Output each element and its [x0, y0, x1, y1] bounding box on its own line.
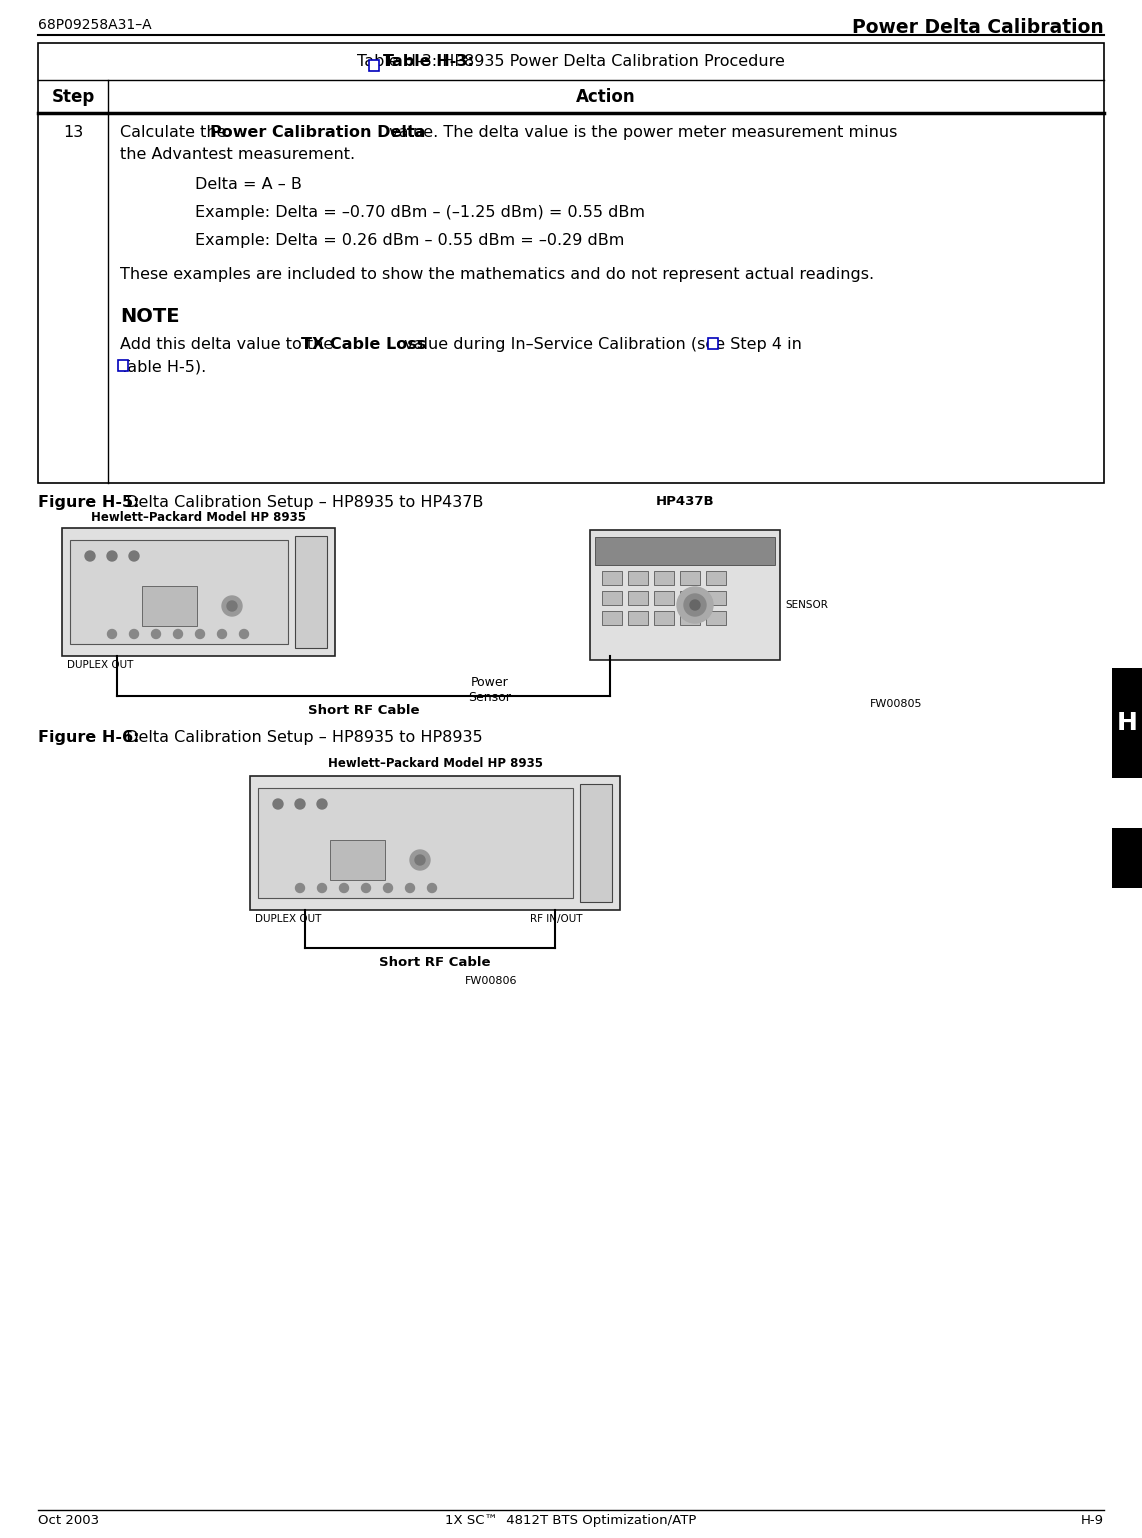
- Text: Power Calibration Delta: Power Calibration Delta: [210, 125, 426, 140]
- Bar: [708, 338, 718, 349]
- Bar: [330, 840, 385, 880]
- Circle shape: [415, 855, 425, 864]
- Text: RF IN/OUT: RF IN/OUT: [530, 914, 582, 924]
- Text: Oct 2003: Oct 2003: [38, 1513, 99, 1527]
- Text: Hewlett–Packard Model HP 8935: Hewlett–Packard Model HP 8935: [328, 757, 542, 771]
- Text: Example: Delta = –0.70 dBm – (–1.25 dBm) = 0.55 dBm: Example: Delta = –0.70 dBm – (–1.25 dBm)…: [195, 205, 645, 220]
- Circle shape: [677, 588, 713, 623]
- Bar: [118, 360, 128, 371]
- Text: DUPLEX OUT: DUPLEX OUT: [67, 660, 134, 671]
- Bar: [38, 43, 1104, 483]
- Text: 68P09258A31–A: 68P09258A31–A: [38, 18, 152, 32]
- Circle shape: [317, 883, 327, 892]
- Bar: [706, 591, 726, 604]
- Text: DUPLEX OUT: DUPLEX OUT: [255, 914, 321, 924]
- Circle shape: [152, 629, 161, 638]
- Circle shape: [296, 883, 305, 892]
- Text: FW00806: FW00806: [465, 977, 517, 986]
- Text: Delta Calibration Setup – HP8935 to HP437B: Delta Calibration Setup – HP8935 to HP43…: [121, 495, 483, 511]
- Text: H-9: H-9: [1081, 1513, 1104, 1527]
- Circle shape: [427, 883, 436, 892]
- Text: value during In–Service Calibration (see Step 4 in: value during In–Service Calibration (see…: [399, 337, 802, 352]
- Bar: [706, 611, 726, 624]
- Text: Short RF Cable: Short RF Cable: [379, 957, 491, 969]
- Text: Hewlett–Packard Model HP 8935: Hewlett–Packard Model HP 8935: [91, 511, 306, 524]
- Bar: [602, 611, 622, 624]
- Bar: [628, 611, 648, 624]
- Bar: [295, 537, 327, 647]
- Text: Table H-5).: Table H-5).: [120, 358, 207, 374]
- Circle shape: [174, 629, 183, 638]
- Bar: [258, 787, 573, 898]
- Text: Calculate the: Calculate the: [120, 125, 232, 140]
- Bar: [595, 537, 775, 564]
- Bar: [654, 611, 674, 624]
- Bar: [1112, 667, 1142, 778]
- Text: the Advantest measurement.: the Advantest measurement.: [120, 148, 355, 161]
- Bar: [654, 571, 674, 584]
- Circle shape: [129, 551, 139, 561]
- Bar: [590, 531, 780, 660]
- Text: These examples are included to show the mathematics and do not represent actual : These examples are included to show the …: [120, 268, 874, 281]
- Bar: [580, 784, 612, 901]
- Text: Delta Calibration Setup – HP8935 to HP8935: Delta Calibration Setup – HP8935 to HP89…: [121, 731, 483, 744]
- Circle shape: [295, 800, 305, 809]
- Bar: [679, 611, 700, 624]
- Circle shape: [240, 629, 249, 638]
- Text: 13: 13: [63, 125, 83, 140]
- Bar: [70, 540, 288, 644]
- Circle shape: [107, 551, 116, 561]
- Bar: [602, 571, 622, 584]
- Text: Figure H-6:: Figure H-6:: [38, 731, 139, 744]
- Text: TX Cable Loss: TX Cable Loss: [300, 337, 426, 352]
- Text: Short RF Cable: Short RF Cable: [307, 704, 419, 717]
- Circle shape: [317, 800, 327, 809]
- Circle shape: [405, 883, 415, 892]
- Bar: [628, 571, 648, 584]
- Bar: [679, 571, 700, 584]
- Text: Power
Sensor: Power Sensor: [468, 677, 512, 704]
- Circle shape: [227, 601, 238, 611]
- Text: Action: Action: [577, 88, 636, 106]
- Bar: [628, 591, 648, 604]
- Text: Add this delta value to the: Add this delta value to the: [120, 337, 338, 352]
- Circle shape: [195, 629, 204, 638]
- Bar: [602, 591, 622, 604]
- Text: 1X SC™  4812T BTS Optimization/ATP: 1X SC™ 4812T BTS Optimization/ATP: [445, 1513, 697, 1527]
- Text: value. The delta value is the power meter measurement minus: value. The delta value is the power mete…: [384, 125, 898, 140]
- Bar: [1112, 827, 1142, 887]
- Bar: [369, 60, 379, 71]
- Text: Delta = A – B: Delta = A – B: [195, 177, 301, 192]
- Bar: [706, 571, 726, 584]
- Circle shape: [273, 800, 283, 809]
- Circle shape: [384, 883, 393, 892]
- Circle shape: [107, 629, 116, 638]
- Circle shape: [362, 883, 370, 892]
- Circle shape: [410, 851, 431, 871]
- Text: H: H: [1117, 711, 1137, 735]
- Text: FW00805: FW00805: [870, 698, 923, 709]
- Text: NOTE: NOTE: [120, 308, 179, 326]
- Circle shape: [129, 629, 138, 638]
- Circle shape: [85, 551, 95, 561]
- Text: Table H-3:: Table H-3:: [384, 54, 474, 69]
- Text: Table H-3: HP8935 Power Delta Calibration Procedure: Table H-3: HP8935 Power Delta Calibratio…: [357, 54, 785, 69]
- Bar: [62, 528, 335, 657]
- Text: Power Delta Calibration: Power Delta Calibration: [852, 18, 1104, 37]
- Circle shape: [690, 600, 700, 611]
- Bar: [142, 586, 198, 626]
- Bar: [654, 591, 674, 604]
- Circle shape: [339, 883, 348, 892]
- Text: SENSOR: SENSOR: [785, 600, 828, 611]
- Text: Figure H-5:: Figure H-5:: [38, 495, 139, 511]
- Bar: [679, 591, 700, 604]
- Circle shape: [217, 629, 226, 638]
- Circle shape: [222, 597, 242, 617]
- Text: Step: Step: [51, 88, 95, 106]
- Bar: [250, 777, 620, 910]
- Text: HP437B: HP437B: [656, 495, 714, 508]
- Text: Example: Delta = 0.26 dBm – 0.55 dBm = –0.29 dBm: Example: Delta = 0.26 dBm – 0.55 dBm = –…: [195, 232, 625, 248]
- Circle shape: [684, 594, 706, 617]
